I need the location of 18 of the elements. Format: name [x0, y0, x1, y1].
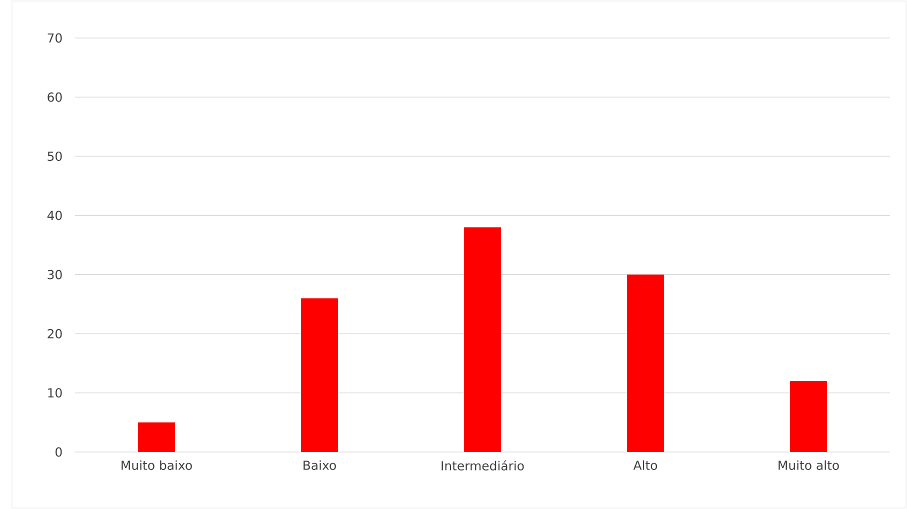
y-tick-label: 30 [48, 270, 62, 280]
x-tick-label: Alto [633, 460, 658, 470]
y-tick-label: 70 [48, 33, 62, 43]
bar [790, 381, 828, 452]
x-tick-label: Baixo [304, 460, 336, 470]
y-tick-label: 0 [56, 447, 62, 457]
bar [301, 298, 338, 452]
bar [464, 227, 502, 452]
y-tick-label: 20 [48, 328, 62, 338]
y-tick-label: 40 [47, 210, 62, 220]
x-tick-label: Muito baixo [122, 460, 192, 470]
y-tick-label: 50 [48, 152, 62, 161]
y-tick-label: 60 [48, 92, 62, 102]
bar [627, 274, 664, 452]
x-tick-label: Muito alto [778, 460, 839, 470]
bar [138, 422, 176, 452]
x-tick-label: Intermediário [442, 460, 524, 470]
y-tick-label: 10 [48, 388, 62, 398]
